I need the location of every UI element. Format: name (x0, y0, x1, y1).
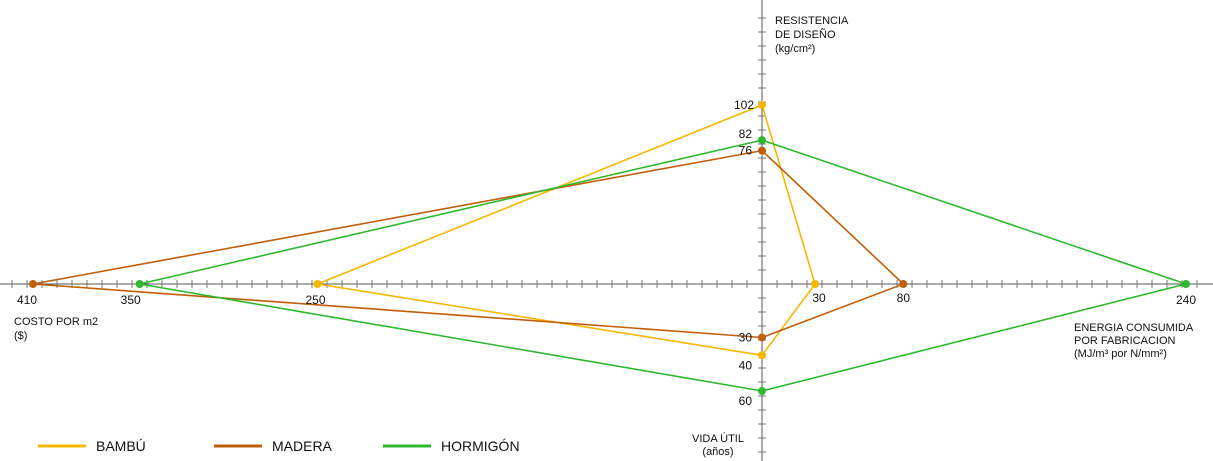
axis-title-line: ($) (14, 330, 27, 342)
series-line-bamb (316, 104, 816, 357)
tick-label-costo: 410 (17, 293, 37, 307)
data-point-bamb-energia (811, 280, 819, 288)
tick-label-energia: 30 (812, 291, 826, 305)
data-point-hormign-resistencia (758, 136, 766, 145)
legend-label-madera: MADERA (272, 438, 333, 454)
axis-title-vida: VIDA ÚTIL (años) (692, 432, 744, 458)
tick-label-resistencia: 76 (739, 144, 753, 158)
axis-title-line: COSTO POR m2 (14, 316, 98, 328)
series-layer (29, 101, 1190, 395)
data-point-madera-costo (29, 280, 37, 288)
data-point-madera-resistencia (758, 146, 766, 155)
axis-title-energia: ENERGIA CONSUMIDA POR FABRICACION (MJ/m³ p… (1074, 322, 1194, 360)
series-line-hormign (138, 139, 1187, 392)
axis-title-line: (MJ/m³ por N/mm²) (1074, 348, 1167, 360)
axis-title-costo: COSTO POR m2 ($) (14, 316, 98, 342)
axis-title-line: (kg/cm²) (775, 43, 815, 55)
axis-title-line: ENERGIA CONSUMIDA (1074, 322, 1194, 334)
legend-label-bamb: BAMBÚ (96, 438, 146, 454)
legend: BAMBÚ MADERA HORMIGÓN (38, 438, 520, 454)
axis-title-line: VIDA ÚTIL (692, 432, 744, 445)
data-point-bamb-vida (758, 351, 766, 360)
axis-title-line: (años) (702, 446, 733, 458)
series-line-madera (32, 149, 905, 339)
axis-title-line: RESISTENCIA (775, 15, 849, 27)
tick-label-costo: 350 (121, 293, 141, 307)
tick-label-vida: 30 (739, 331, 753, 345)
data-point-bamb-resistencia (758, 101, 766, 109)
data-point-hormign-vida (758, 387, 766, 395)
axis-title-resistencia: RESISTENCIA DE DISEÑO (kg/cm²) (775, 15, 849, 55)
tick-label-resistencia: 82 (739, 127, 753, 141)
tick-label-resistencia: 102 (734, 98, 754, 112)
tick-label-costo: 250 (305, 293, 325, 307)
data-point-hormign-energia (1182, 280, 1190, 288)
data-point-hormign-costo (135, 280, 144, 288)
tick-label-energia: 80 (897, 291, 911, 305)
data-point-madera-vida (758, 333, 766, 342)
data-point-bamb-costo (313, 280, 322, 288)
tick-label-energia: 240 (1176, 293, 1196, 307)
tick-label-vida: 40 (739, 358, 753, 372)
data-point-madera-energia (899, 280, 908, 288)
labels-layer: 410 350 250 30 80 240 102 82 76 30 40 60 RESISTENCIA… (14, 15, 1196, 458)
legend-label-hormign: HORMIGÓN (441, 438, 520, 454)
tick-label-vida: 60 (739, 394, 753, 408)
axis-title-line: DE DISEÑO (775, 28, 836, 41)
axis-title-line: POR FABRICACION (1074, 335, 1176, 347)
